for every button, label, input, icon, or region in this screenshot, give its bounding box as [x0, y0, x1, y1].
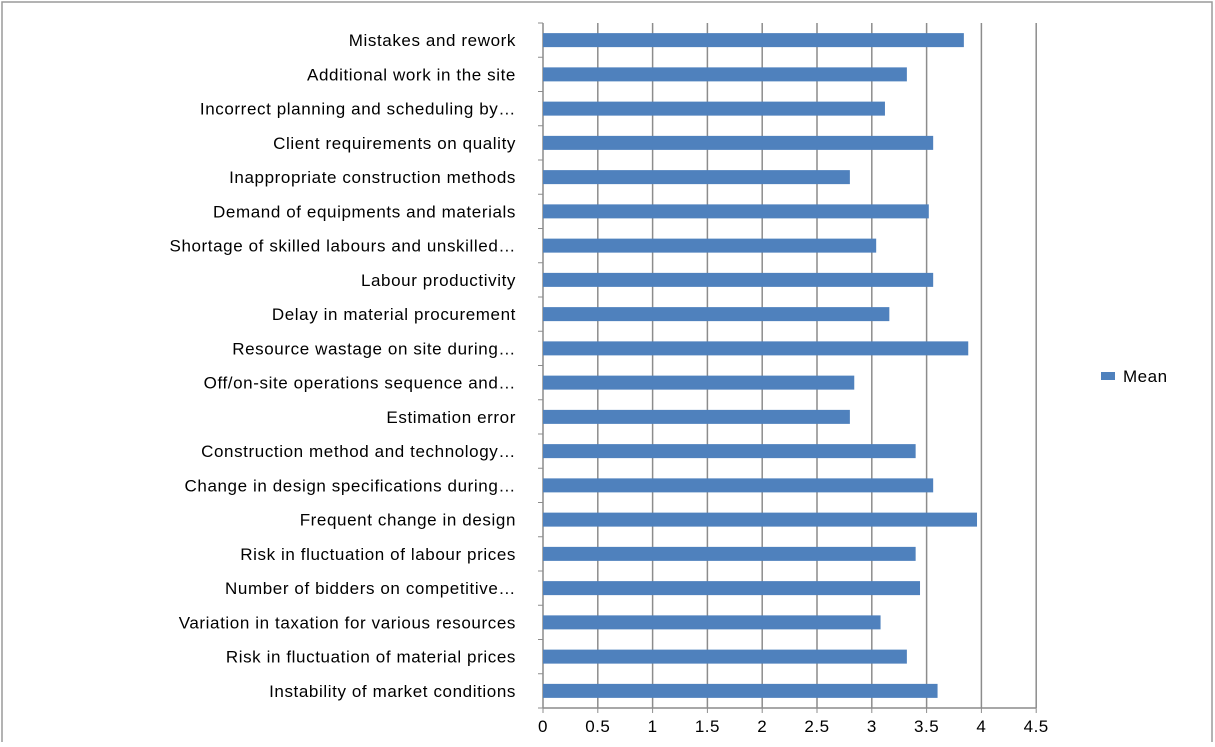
- x-tick-label: 2: [757, 717, 767, 736]
- x-tick-label: 1.5: [695, 717, 720, 736]
- bar: [543, 307, 890, 322]
- category-label: Off/on-site operations sequence and…: [204, 374, 516, 393]
- legend: Mean: [1101, 367, 1168, 386]
- bar: [543, 272, 934, 287]
- x-tick-label: 3.5: [914, 717, 939, 736]
- category-label: Risk in fluctuation of labour prices: [240, 545, 516, 564]
- bar: [543, 409, 850, 424]
- bar: [543, 375, 855, 390]
- category-label: Demand of equipments and materials: [213, 202, 516, 221]
- bar: [543, 170, 850, 185]
- legend-swatch-mean: [1101, 372, 1115, 380]
- category-label: Shortage of skilled labours and unskille…: [170, 237, 517, 256]
- category-label: Additional work in the site: [307, 65, 516, 84]
- bar: [543, 33, 964, 48]
- bar: [543, 67, 907, 82]
- category-label: Construction method and technology…: [201, 442, 516, 461]
- bar: [543, 615, 881, 630]
- category-labels: Mistakes and rework Additional work in th…: [170, 31, 517, 701]
- bar: [543, 341, 969, 356]
- x-tick-label: 4: [976, 717, 986, 736]
- bar: [543, 581, 921, 596]
- x-tick-label: 1: [648, 717, 658, 736]
- category-label: Variation in taxation for various resour…: [179, 613, 516, 632]
- bar: [543, 512, 978, 527]
- x-tick-label: 4.5: [1024, 717, 1049, 736]
- x-tick-label: 0.5: [585, 717, 610, 736]
- x-tick-labels: 0 0.5 1 1.5 2 2.5 3 3.5 4 4.5: [538, 717, 1049, 736]
- category-label: Instability of market conditions: [269, 682, 516, 701]
- category-label: Resource wastage on site during…: [232, 339, 516, 358]
- bar: [543, 683, 938, 698]
- category-label: Mistakes and rework: [349, 31, 516, 50]
- legend-label-mean: Mean: [1123, 367, 1168, 386]
- category-label: Labour productivity: [361, 271, 516, 290]
- category-label: Number of bidders on competitive…: [225, 579, 516, 598]
- bar: [543, 444, 916, 459]
- category-label: Delay in material procurement: [272, 305, 516, 324]
- bars: [543, 33, 978, 698]
- category-label: Incorrect planning and scheduling by…: [200, 100, 516, 119]
- category-label: Estimation error: [386, 408, 516, 427]
- bar: [543, 101, 885, 116]
- bar: [543, 238, 877, 253]
- bar: [543, 649, 907, 664]
- x-tick-label: 3: [867, 717, 877, 736]
- category-label: Change in design specifications during…: [185, 476, 516, 495]
- bar: [543, 478, 934, 493]
- category-label: Risk in fluctuation of material prices: [226, 648, 516, 667]
- x-tick-label: 2.5: [804, 717, 829, 736]
- bar: [543, 204, 929, 219]
- category-label: Client requirements on quality: [273, 134, 516, 153]
- category-label: Inappropriate construction methods: [229, 168, 516, 187]
- bar: [543, 546, 916, 561]
- x-tick-label: 0: [538, 717, 548, 736]
- category-label: Frequent change in design: [300, 511, 516, 530]
- bar: [543, 135, 934, 150]
